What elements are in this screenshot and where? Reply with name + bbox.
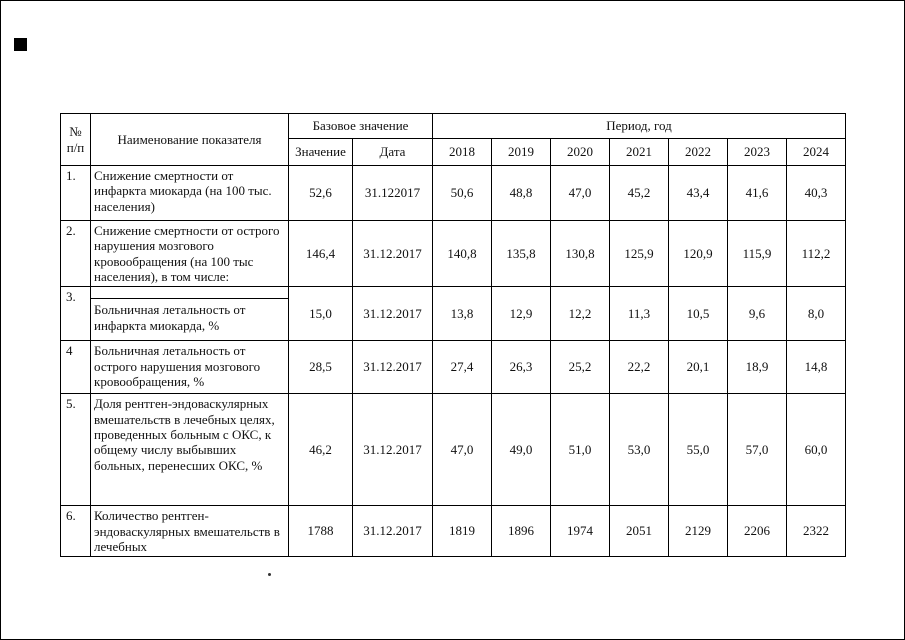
year-value: 2129	[668, 505, 728, 558]
base-value: 46,2	[288, 393, 353, 507]
year-value: 43,4	[668, 165, 728, 221]
year-value: 27,4	[432, 340, 492, 395]
indicator-name-text: Снижение смертности от инфаркта миокарда…	[94, 168, 272, 214]
table-header: № п/п Наименование показателя Базовое зн…	[60, 113, 846, 166]
row-number: 6.	[60, 505, 91, 558]
header-year: 2020	[550, 138, 610, 166]
indicator-name-text: Больничная летальность от острого наруше…	[94, 343, 261, 389]
year-value: 51,0	[550, 393, 610, 507]
base-value: 28,5	[288, 340, 353, 395]
year-value: 12,2	[550, 286, 610, 342]
table-body: 1. Снижение смертности от инфаркта миокар…	[60, 165, 846, 558]
header-num-line2: п/п	[66, 139, 85, 155]
year-value: 12,9	[491, 286, 551, 342]
base-date: 31.12.2017	[352, 286, 433, 342]
year-value: 18,9	[727, 340, 787, 395]
row-number: 1.	[60, 165, 91, 221]
row-number: 2.	[60, 219, 91, 288]
year-value: 1974	[550, 505, 610, 558]
year-value: 13,8	[432, 286, 492, 342]
row-number: 3.	[60, 286, 91, 342]
header-num-line1: №	[69, 123, 82, 139]
year-value: 11,3	[609, 286, 669, 342]
base-date: 31.12.2017	[352, 340, 433, 395]
table-row: 6. Количество рентген-эндоваскулярных вме…	[60, 505, 846, 558]
indicator-name: Больничная летальность от острого наруше…	[90, 340, 289, 395]
base-value: 15,0	[288, 286, 353, 342]
year-value: 112,2	[786, 219, 846, 288]
indicator-name: Снижение смертности от острого нарушения…	[90, 219, 289, 288]
header-indicator-name: Наименование показателя	[90, 113, 289, 166]
header-year: 2022	[668, 138, 728, 166]
year-value: 125,9	[609, 219, 669, 288]
year-value: 10,5	[668, 286, 728, 342]
indicator-name: Снижение смертности от инфаркта миокарда…	[90, 165, 289, 221]
indicator-name: Больничная летальность от инфаркта миока…	[90, 286, 289, 342]
year-value: 45,2	[609, 165, 669, 221]
scan-speck-artifact	[268, 573, 271, 576]
year-value: 135,8	[491, 219, 551, 288]
merged-row-divider	[91, 288, 288, 300]
year-value: 140,8	[432, 219, 492, 288]
indicator-name: Доля рентген-эндоваскулярных вмешательст…	[90, 393, 289, 507]
year-value: 47,0	[550, 165, 610, 221]
table-row: 3. Больничная летальность от инфаркта мио…	[60, 286, 846, 342]
year-value: 22,2	[609, 340, 669, 395]
year-value: 57,0	[727, 393, 787, 507]
year-value: 9,6	[727, 286, 787, 342]
year-value: 115,9	[727, 219, 787, 288]
year-value: 53,0	[609, 393, 669, 507]
indicator-name-text: Снижение смертности от острого нарушения…	[94, 223, 280, 284]
indicator-name: Количество рентген-эндоваскулярных вмеша…	[90, 505, 289, 558]
indicators-table: № п/п Наименование показателя Базовое зн…	[60, 113, 846, 558]
year-value: 2206	[727, 505, 787, 558]
scan-black-square-artifact	[14, 38, 27, 51]
year-value: 55,0	[668, 393, 728, 507]
header-year: 2018	[432, 138, 492, 166]
base-value: 52,6	[288, 165, 353, 221]
table-row: 2. Снижение смертности от острого нарушен…	[60, 219, 846, 288]
year-value: 47,0	[432, 393, 492, 507]
header-year: 2021	[609, 138, 669, 166]
table-row: 5. Доля рентген-эндоваскулярных вмешатель…	[60, 393, 846, 507]
header-base-date: Дата	[352, 138, 433, 166]
base-value: 146,4	[288, 219, 353, 288]
base-date: 31.122017	[352, 165, 433, 221]
header-year: 2024	[786, 138, 846, 166]
row-number: 5.	[60, 393, 91, 507]
row-number: 4	[60, 340, 91, 395]
base-date: 31.12.2017	[352, 505, 433, 558]
year-value: 8,0	[786, 286, 846, 342]
year-value: 49,0	[491, 393, 551, 507]
year-value: 48,8	[491, 165, 551, 221]
header-base-value-group: Базовое значение	[288, 113, 433, 139]
base-date: 31.12.2017	[352, 393, 433, 507]
table-row: 1. Снижение смертности от инфаркта миокар…	[60, 165, 846, 221]
year-value: 25,2	[550, 340, 610, 395]
year-value: 14,8	[786, 340, 846, 395]
header-year: 2019	[491, 138, 551, 166]
base-date: 31.12.2017	[352, 219, 433, 288]
year-value: 130,8	[550, 219, 610, 288]
year-value: 2051	[609, 505, 669, 558]
indicator-name-text: Доля рентген-эндоваскулярных вмешательст…	[94, 396, 275, 473]
year-value: 50,6	[432, 165, 492, 221]
header-period-group: Период, год	[432, 113, 846, 139]
indicator-name-text: Количество рентген-эндоваскулярных вмеша…	[94, 508, 280, 554]
indicator-name-text: Больничная летальность от инфаркта миока…	[94, 302, 246, 333]
table-row: 4 Больничная летальность от острого наруш…	[60, 340, 846, 395]
year-value: 120,9	[668, 219, 728, 288]
year-value: 26,3	[491, 340, 551, 395]
header-year: 2023	[727, 138, 787, 166]
year-value: 1819	[432, 505, 492, 558]
year-value: 2322	[786, 505, 846, 558]
year-value: 1896	[491, 505, 551, 558]
year-value: 60,0	[786, 393, 846, 507]
header-base-value: Значение	[288, 138, 353, 166]
year-value: 20,1	[668, 340, 728, 395]
base-value: 1788	[288, 505, 353, 558]
header-row-number: № п/п	[60, 113, 91, 166]
year-value: 40,3	[786, 165, 846, 221]
year-value: 41,6	[727, 165, 787, 221]
